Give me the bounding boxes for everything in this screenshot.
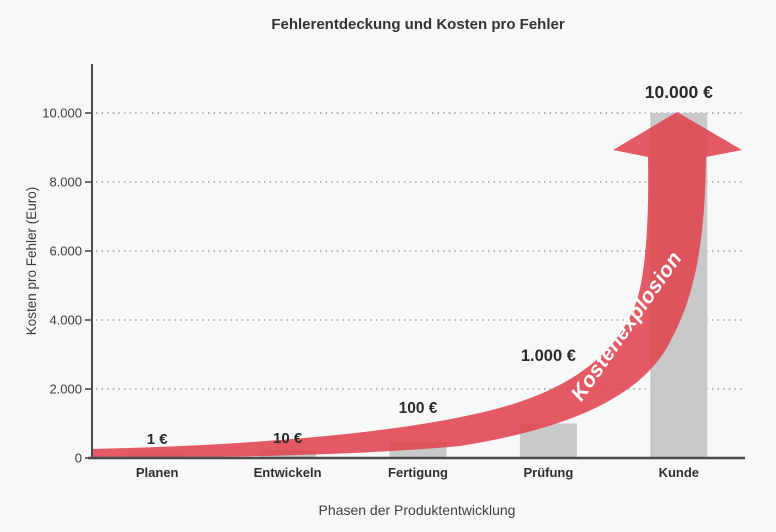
value-label: 1.000 € [521,347,576,365]
value-labels: 1 € 10 € 100 € 1.000 € 10.000 € [147,82,713,448]
category-label: Prüfung [523,465,573,480]
cost-explosion-arrow [92,112,742,458]
y-tick-label: 10.000 [42,106,82,121]
y-axis-title: Kosten pro Fehler (Euro) [24,187,39,336]
y-tick-label: 4.000 [49,313,82,328]
y-tick-label: 6.000 [49,244,82,259]
y-axis-ticks: 0 2.000 4.000 6.000 8.000 10.000 [42,106,92,466]
value-label: 10.000 € [645,82,713,102]
y-tick-label: 0 [75,451,82,466]
category-label: Kunde [659,465,699,480]
value-label: 100 € [399,400,438,417]
value-label: 1 € [147,431,169,448]
value-label: 10 € [273,430,303,447]
y-tick-label: 2.000 [49,382,82,397]
category-label: Entwickeln [254,465,322,480]
category-labels: Planen Entwickeln Fertigung Prüfung Kunde [136,465,699,480]
y-tick-label: 8.000 [49,175,82,190]
category-label: Planen [136,465,179,480]
chart-title: Fehlerentdeckung und Kosten pro Fehler [271,16,565,33]
x-axis-title: Phasen der Produktentwicklung [319,502,516,518]
category-label: Fertigung [388,465,448,480]
